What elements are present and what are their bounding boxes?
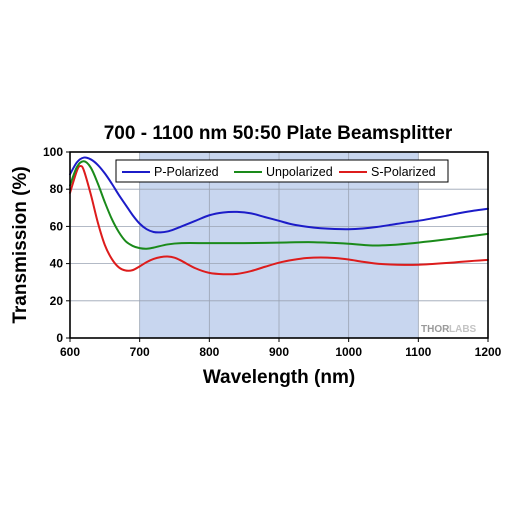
- y-tick-label-40: 40: [50, 257, 64, 271]
- x-tick-label-600: 600: [60, 345, 80, 359]
- logo-labs: LABS: [449, 324, 477, 335]
- y-tick-label-20: 20: [50, 294, 64, 308]
- logo-thor: THOR: [421, 324, 450, 335]
- x-tick-label-900: 900: [269, 345, 289, 359]
- y-tick-label-100: 100: [43, 145, 63, 159]
- x-axis-label: Wavelength (nm): [203, 367, 355, 388]
- series-line-p-polarized: [69, 156, 489, 234]
- legend: P-Polarized Unpolarized S-Polarized: [115, 159, 449, 183]
- y-tick-label-80: 80: [50, 182, 64, 196]
- axis-ticks: 600 700 800 900 1000 1100 1200 0 20 40 60 80 100: [43, 145, 502, 359]
- x-tick-label-700: 700: [130, 345, 150, 359]
- x-tick-label-800: 800: [199, 345, 219, 359]
- x-tick-label-1100: 1100: [405, 345, 431, 359]
- y-tick-label-0: 0: [56, 331, 63, 345]
- series-layer: [69, 156, 489, 276]
- legend-label-p-polarized: P-Polarized: [154, 165, 219, 179]
- x-tick-label-1200: 1200: [475, 345, 502, 359]
- legend-label-unpolarized: Unpolarized: [266, 165, 333, 179]
- chart-title: 700 - 1100 nm 50:50 Plate Beamsplitter: [104, 123, 453, 144]
- legend-label-s-polarized: S-Polarized: [371, 165, 436, 179]
- thorlabs-logo: THOR LABS: [421, 324, 477, 335]
- legend-box: [115, 159, 449, 183]
- x-tick-label-1000: 1000: [335, 345, 362, 359]
- series-line-s-polarized: [69, 164, 489, 276]
- series-line-unpolarized: [69, 160, 489, 250]
- y-tick-label-60: 60: [50, 219, 64, 233]
- y-axis-label: Transmission (%): [10, 166, 31, 323]
